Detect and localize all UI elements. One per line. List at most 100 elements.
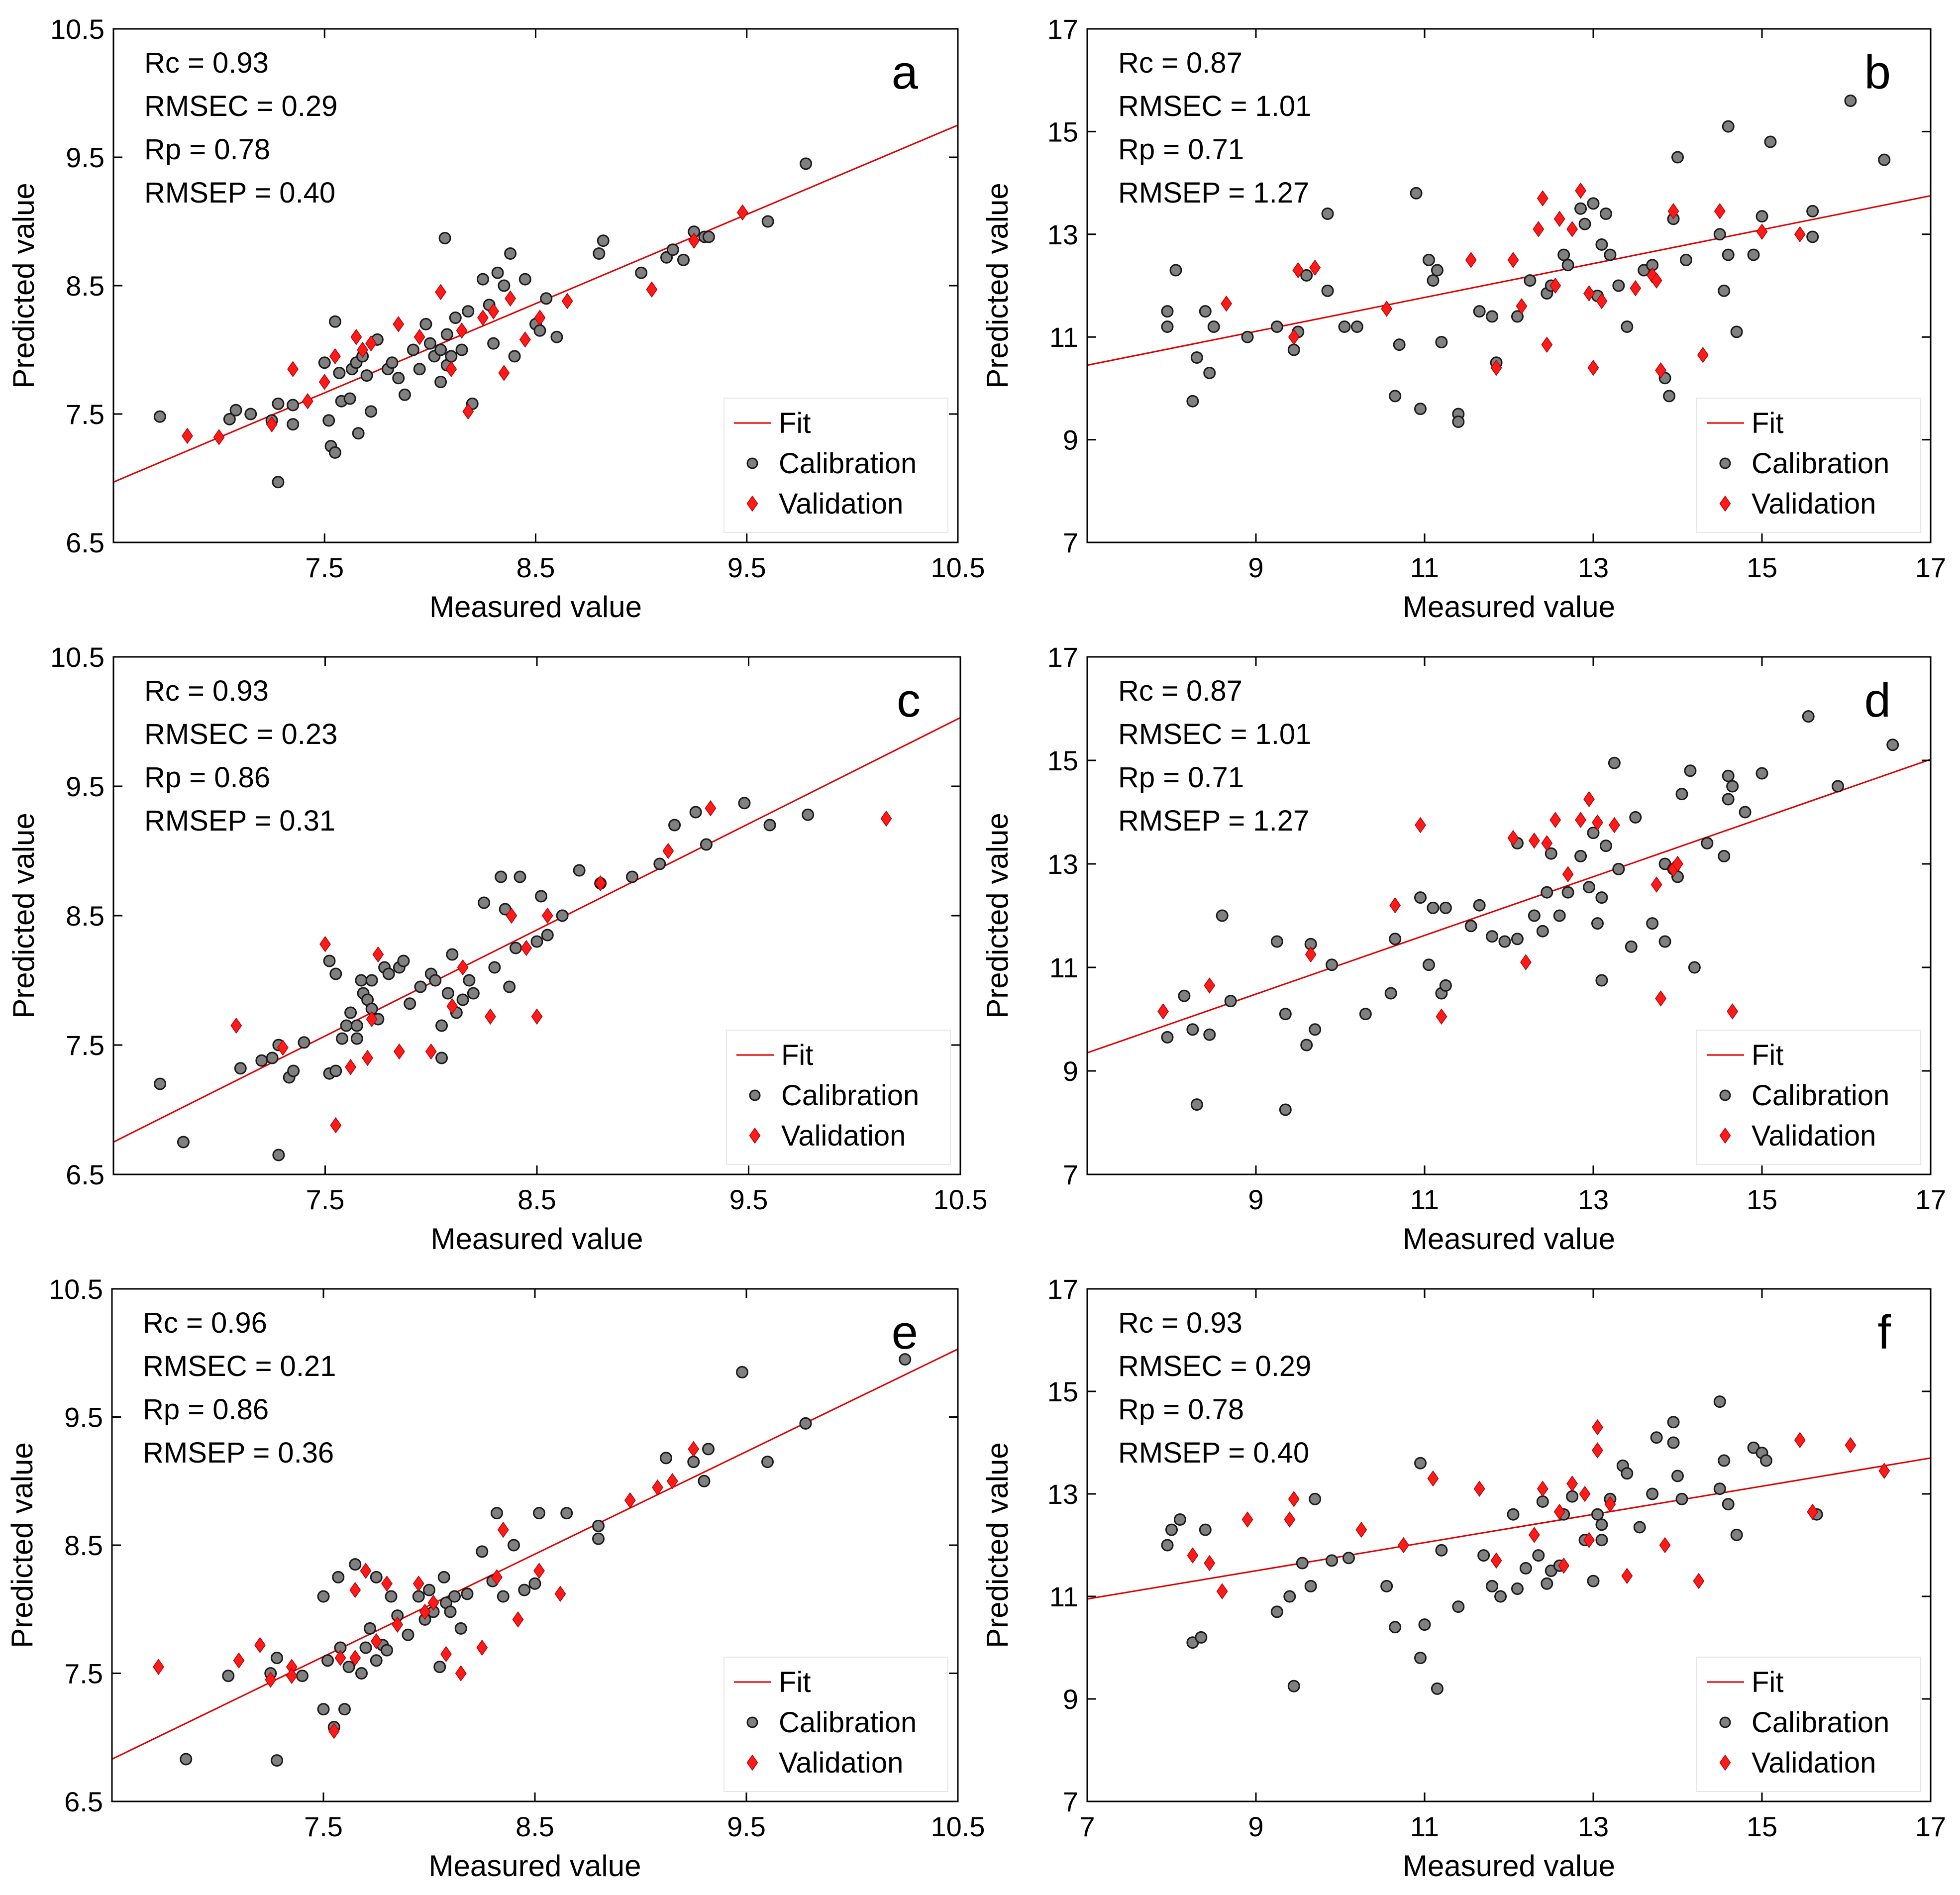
calibration-point bbox=[1561, 259, 1574, 272]
calibration-point bbox=[462, 305, 475, 318]
x-tick-label: 9.5 bbox=[727, 1811, 766, 1842]
validation-point bbox=[1465, 252, 1477, 268]
stat-line: RMSEP = 0.40 bbox=[144, 177, 335, 209]
validation-point bbox=[1807, 1503, 1819, 1520]
y-axis-label: Predicted value bbox=[5, 1442, 39, 1648]
calibration-point bbox=[1511, 310, 1524, 323]
calibration-point bbox=[1755, 210, 1768, 223]
calibration-point bbox=[1464, 920, 1477, 933]
calibration-point bbox=[1532, 1549, 1545, 1562]
y-tick-label: 17 bbox=[1047, 1273, 1078, 1305]
validation-point bbox=[705, 800, 717, 817]
validation-point bbox=[302, 393, 313, 410]
legend-calibration-swatch bbox=[1719, 1716, 1731, 1728]
stat-line: RMSEC = 0.29 bbox=[144, 90, 337, 122]
validation-point bbox=[484, 1008, 496, 1025]
validation-point bbox=[1587, 359, 1599, 376]
calibration-point bbox=[287, 399, 300, 412]
validation-point bbox=[1727, 1003, 1739, 1020]
y-tick-label: 15 bbox=[1047, 745, 1078, 776]
calibration-point bbox=[700, 838, 713, 851]
calibration-point bbox=[271, 1652, 283, 1665]
calibration-point bbox=[597, 234, 610, 247]
calibration-point bbox=[1389, 1621, 1402, 1634]
calibration-point bbox=[1646, 1487, 1659, 1500]
validation-point bbox=[1562, 866, 1574, 883]
validation-point bbox=[1659, 1537, 1671, 1554]
validation-point bbox=[561, 293, 573, 310]
calibration-point bbox=[698, 1474, 711, 1487]
calibration-point bbox=[761, 215, 774, 228]
calibration-point bbox=[1287, 343, 1300, 356]
calibration-point bbox=[1203, 366, 1216, 379]
validation-point bbox=[287, 361, 299, 378]
validation-point bbox=[360, 1563, 372, 1579]
validation-point bbox=[370, 1633, 382, 1650]
calibration-point bbox=[317, 1703, 330, 1716]
validation-point bbox=[328, 1723, 340, 1739]
legend-calibration-label: Calibration bbox=[1752, 447, 1889, 480]
calibration-point bbox=[440, 328, 453, 341]
validation-point bbox=[1355, 1521, 1367, 1538]
panel-letter: a bbox=[892, 46, 919, 99]
calibration-point bbox=[461, 1587, 474, 1600]
calibration-point bbox=[342, 1661, 355, 1674]
calibration-point bbox=[180, 1753, 193, 1766]
calibration-point bbox=[1507, 1508, 1520, 1521]
y-axis-label: Predicted value bbox=[7, 183, 40, 389]
calibration-point bbox=[660, 1452, 672, 1465]
calibration-point bbox=[1195, 1631, 1208, 1644]
calibration-point bbox=[177, 1136, 190, 1149]
legend-validation-swatch bbox=[746, 495, 758, 512]
calibration-point bbox=[412, 1590, 425, 1603]
calibration-point bbox=[1287, 1680, 1300, 1692]
calibration-point bbox=[1486, 1579, 1499, 1592]
validation-point bbox=[419, 1603, 431, 1620]
calibration-point bbox=[444, 1605, 457, 1618]
x-tick-label: 15 bbox=[1747, 552, 1777, 583]
legend-validation-swatch bbox=[1719, 495, 1731, 512]
y-tick-label: 6.5 bbox=[64, 1786, 103, 1817]
legend-validation-swatch bbox=[1719, 1754, 1731, 1771]
calibration-point bbox=[413, 363, 426, 376]
calibration-point bbox=[1553, 909, 1566, 922]
calibration-point bbox=[1566, 1490, 1579, 1503]
calibration-point bbox=[504, 247, 517, 260]
y-tick-label: 7 bbox=[1063, 1786, 1078, 1817]
legend-validation-swatch bbox=[1719, 1127, 1731, 1144]
legend-calibration-label: Calibration bbox=[781, 1079, 919, 1112]
legend-validation-label: Validation bbox=[781, 1120, 906, 1152]
series-validation bbox=[153, 1441, 700, 1739]
validation-point bbox=[440, 1646, 452, 1663]
calibration-point bbox=[1199, 305, 1212, 318]
calibration-point bbox=[355, 1667, 368, 1680]
validation-point bbox=[1575, 182, 1586, 199]
calibration-point bbox=[497, 1590, 510, 1603]
validation-point bbox=[1604, 1496, 1616, 1512]
x-tick-label: 9 bbox=[1248, 552, 1263, 583]
fit-line bbox=[113, 717, 960, 1143]
legend-fit-label: Fit bbox=[779, 1666, 811, 1698]
validation-point bbox=[349, 1581, 361, 1598]
validation-point bbox=[595, 875, 607, 892]
validation-point bbox=[1592, 1442, 1603, 1459]
validation-point bbox=[1533, 221, 1545, 237]
validation-point bbox=[477, 310, 489, 326]
y-tick-label: 6.5 bbox=[66, 1159, 104, 1190]
stat-line: RMSEC = 0.29 bbox=[1118, 1350, 1311, 1382]
legend-validation-label: Validation bbox=[1752, 488, 1876, 520]
validation-point bbox=[372, 946, 384, 963]
calibration-point bbox=[478, 896, 491, 909]
calibration-point bbox=[359, 1641, 372, 1654]
calibration-point bbox=[1300, 1039, 1313, 1052]
calibration-point bbox=[1169, 264, 1182, 277]
calibration-point bbox=[508, 350, 521, 363]
validation-point bbox=[688, 232, 700, 249]
stat-line: Rp = 0.78 bbox=[1118, 1393, 1244, 1426]
validation-point bbox=[357, 341, 369, 358]
calibration-point bbox=[272, 476, 285, 489]
stat-line: RMSEP = 1.27 bbox=[1118, 805, 1309, 837]
calibration-point bbox=[1519, 1562, 1532, 1575]
calibration-point bbox=[1414, 891, 1427, 904]
calibration-point bbox=[332, 1571, 345, 1583]
